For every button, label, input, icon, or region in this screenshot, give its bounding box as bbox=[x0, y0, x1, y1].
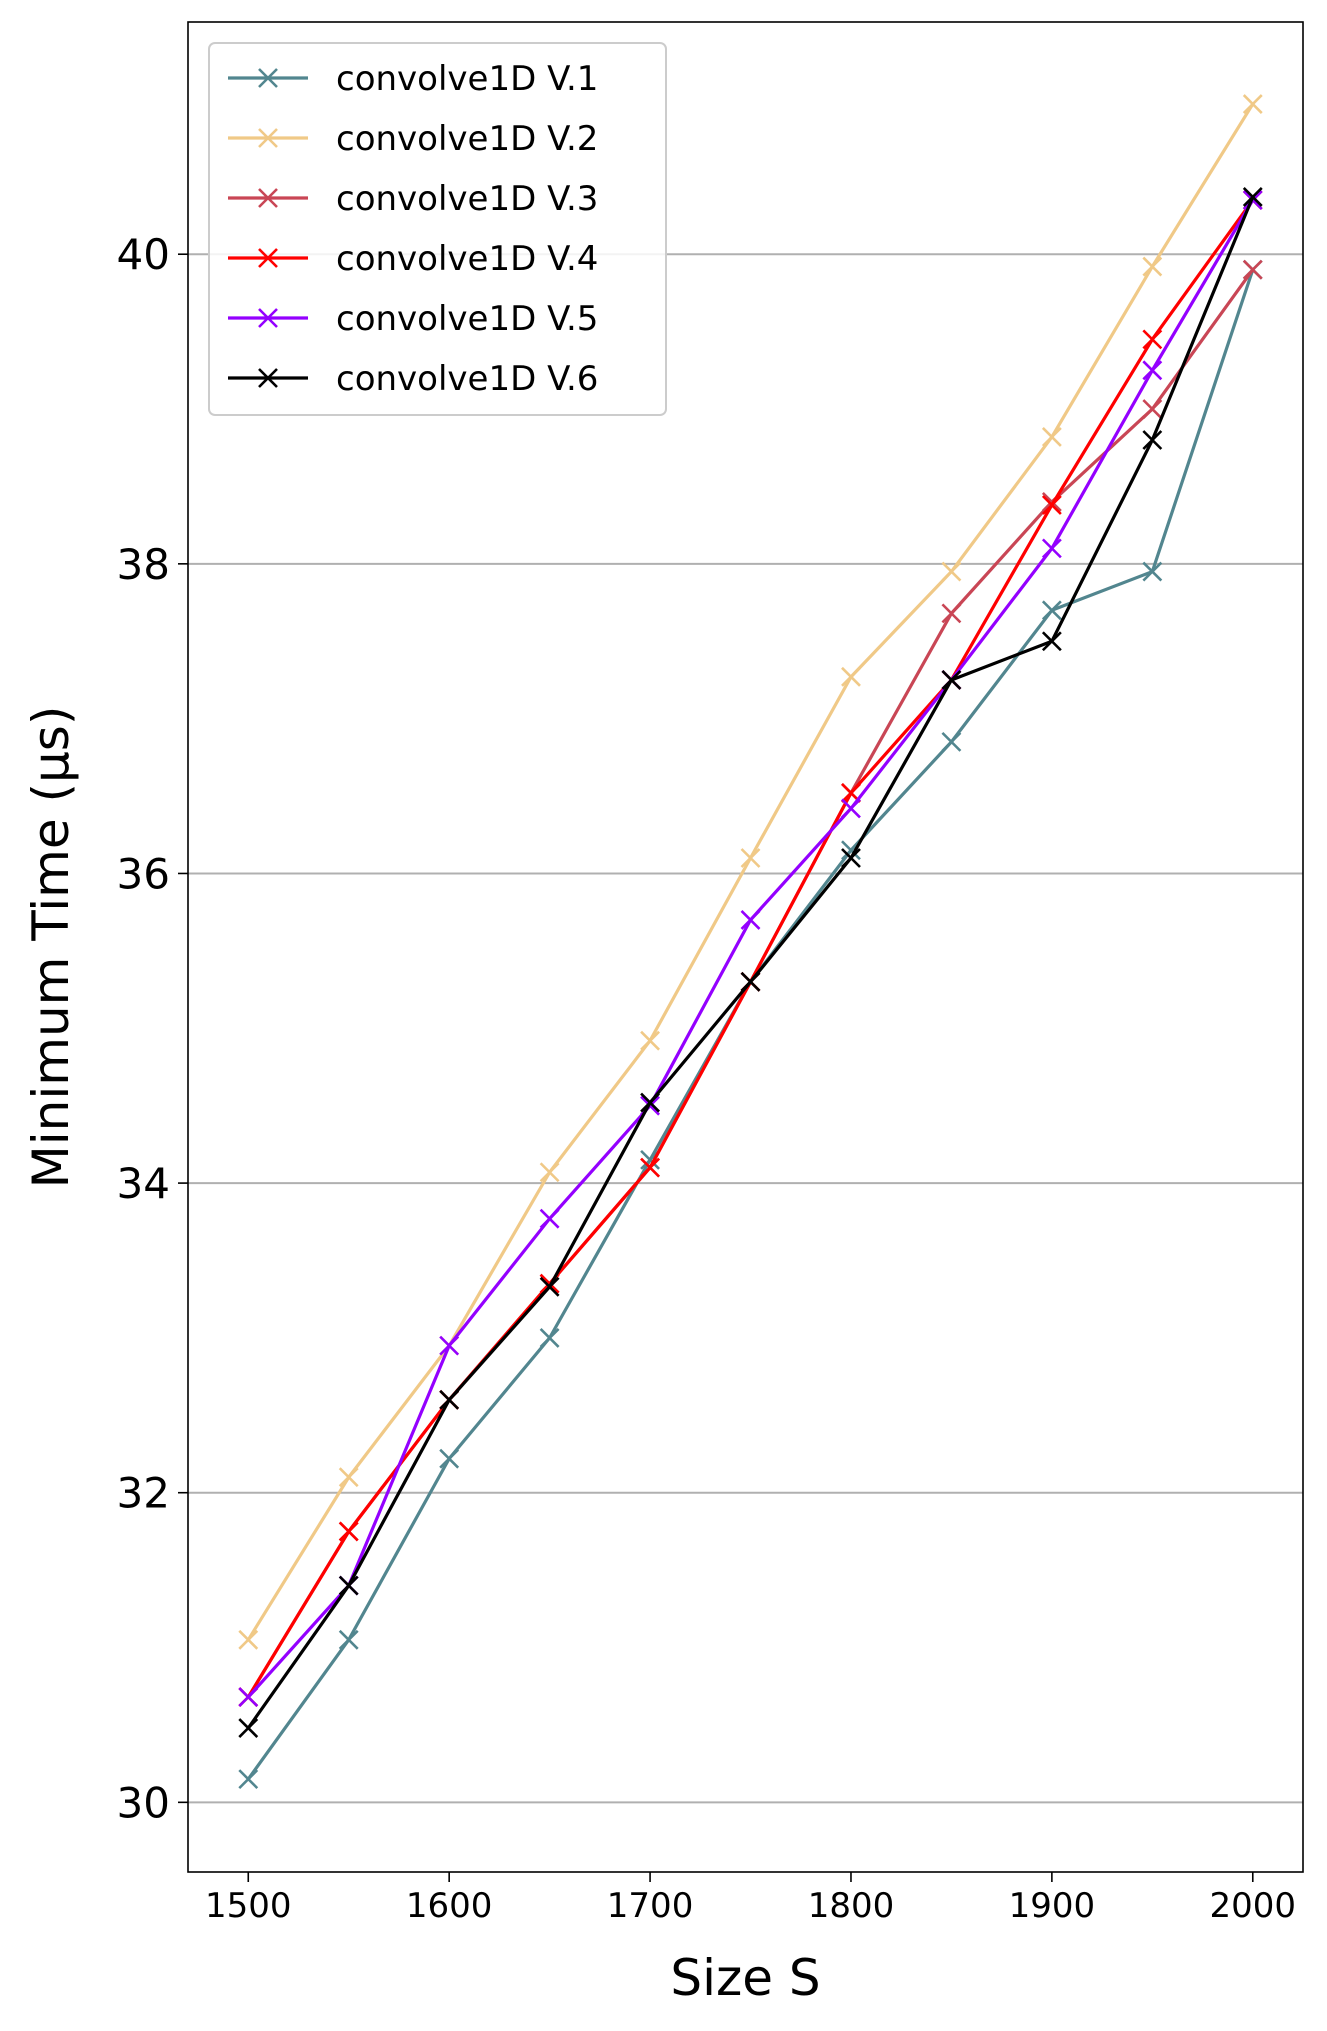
data-point-marker bbox=[258, 248, 278, 268]
data-point-marker bbox=[941, 561, 962, 582]
data-point-marker bbox=[338, 1467, 359, 1488]
x-tick-label: 1500 bbox=[205, 1886, 292, 1926]
data-point-marker bbox=[1142, 430, 1163, 450]
data-point-marker bbox=[740, 971, 761, 992]
data-point-marker bbox=[539, 1327, 560, 1348]
data-point-marker bbox=[941, 603, 962, 624]
y-tick-label: 38 bbox=[117, 540, 170, 589]
legend: convolve1D V.1 convolve1D V.2 convolve1D V… bbox=[208, 42, 667, 416]
x-tick-label: 1600 bbox=[406, 1886, 493, 1926]
legend-item: convolve1D V.5 bbox=[228, 299, 598, 339]
data-point-marker bbox=[338, 1575, 359, 1596]
legend-label: convolve1D V.4 bbox=[336, 239, 598, 279]
data-point-marker bbox=[439, 1448, 460, 1469]
data-point-marker bbox=[841, 798, 861, 819]
data-point-marker bbox=[1242, 259, 1263, 280]
legend-item: convolve1D V.1 bbox=[228, 59, 598, 99]
data-point-marker bbox=[338, 1521, 359, 1542]
legend-label: convolve1D V.5 bbox=[336, 299, 598, 339]
data-point-marker bbox=[841, 848, 861, 868]
series-lines bbox=[238, 94, 1263, 1790]
legend-label: convolve1D V.3 bbox=[336, 179, 598, 219]
legend-item: convolve1D V.4 bbox=[228, 239, 598, 279]
plot-area-frame bbox=[187, 21, 1304, 1873]
data-point-marker bbox=[1142, 256, 1163, 277]
data-point-marker bbox=[1242, 187, 1263, 207]
legend-item: convolve1D V.2 bbox=[228, 119, 598, 159]
x-axis-label: Size S bbox=[670, 1949, 820, 2007]
data-point-marker bbox=[841, 783, 861, 803]
data-point-marker bbox=[258, 308, 278, 328]
x-tick-label: 2000 bbox=[1210, 1886, 1297, 1926]
y-tick-label: 32 bbox=[117, 1469, 170, 1518]
data-point-marker bbox=[640, 1157, 660, 1178]
y-axis-label: Minimum Time (µs) bbox=[22, 706, 80, 1189]
data-point-marker bbox=[238, 1718, 259, 1738]
data-point-marker bbox=[1142, 329, 1163, 350]
y-tick-label: 36 bbox=[117, 849, 170, 898]
data-point-marker bbox=[1142, 360, 1163, 381]
data-point-marker bbox=[258, 68, 278, 88]
data-point-marker bbox=[1041, 426, 1062, 447]
data-point-marker bbox=[238, 1629, 259, 1650]
data-point-marker bbox=[539, 1276, 560, 1297]
data-point-marker bbox=[258, 368, 278, 388]
data-point-marker bbox=[640, 1092, 660, 1113]
legend-box bbox=[208, 42, 667, 416]
data-point-marker bbox=[539, 1162, 560, 1183]
y-tick-label: 40 bbox=[117, 230, 170, 279]
data-point-marker bbox=[1041, 631, 1062, 652]
data-point-marker bbox=[258, 188, 278, 208]
data-point-marker bbox=[1041, 600, 1062, 621]
data-point-marker bbox=[1142, 399, 1163, 419]
y-axis: 30 32 34 36 38 40 bbox=[117, 230, 188, 1827]
data-point-marker bbox=[740, 848, 761, 868]
y-tick-label: 30 bbox=[117, 1778, 170, 1827]
x-tick-label: 1900 bbox=[1009, 1886, 1096, 1926]
x-axis: 1500 1600 1700 1800 1900 2000 bbox=[205, 1872, 1296, 1926]
data-point-marker bbox=[941, 731, 962, 752]
data-point-marker bbox=[238, 1769, 259, 1790]
data-point-marker bbox=[1041, 495, 1062, 515]
legend-label: convolve1D V.1 bbox=[336, 59, 598, 99]
legend-label: convolve1D V.6 bbox=[336, 359, 598, 399]
data-point-marker bbox=[740, 909, 761, 930]
legend-item: convolve1D V.6 bbox=[228, 359, 598, 399]
data-point-marker bbox=[1242, 94, 1263, 114]
data-point-marker bbox=[238, 1687, 259, 1707]
data-point-marker bbox=[338, 1629, 359, 1650]
legend-item: convolve1D V.3 bbox=[228, 179, 598, 219]
data-point-marker bbox=[941, 670, 962, 690]
data-point-marker bbox=[258, 128, 278, 148]
data-point-marker bbox=[841, 666, 861, 687]
x-tick-label: 1700 bbox=[607, 1886, 694, 1926]
legend-label: convolve1D V.2 bbox=[336, 119, 598, 159]
data-point-marker bbox=[640, 1030, 660, 1051]
y-tick-label: 34 bbox=[117, 1159, 170, 1208]
data-point-marker bbox=[1142, 561, 1163, 582]
data-point-marker bbox=[539, 1208, 560, 1229]
gridlines bbox=[188, 253, 1303, 1804]
series-convolve1d-v6 bbox=[238, 187, 1263, 1738]
data-point-marker bbox=[1041, 538, 1062, 559]
x-tick-label: 1800 bbox=[808, 1886, 895, 1926]
data-point-marker bbox=[439, 1335, 460, 1356]
data-point-marker bbox=[439, 1389, 460, 1410]
